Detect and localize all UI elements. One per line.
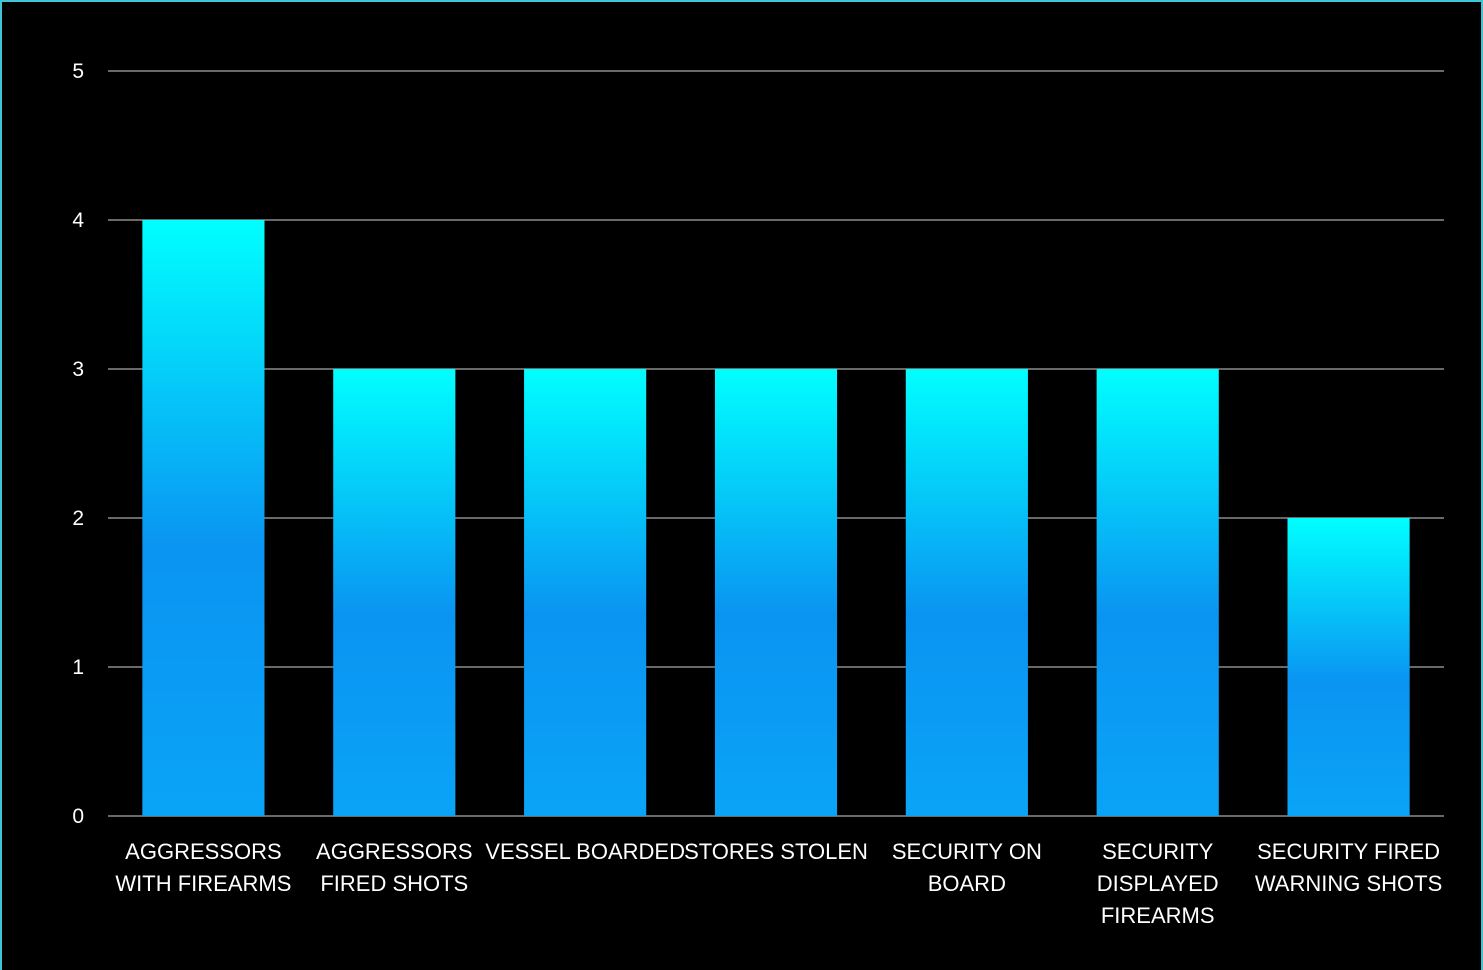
y-tick-label: 4 (72, 209, 84, 232)
bar (714, 369, 838, 816)
x-tick-label: AGGRESSORS WITH FIREARMS (115, 839, 291, 896)
y-tick-label: 1 (72, 656, 84, 679)
x-tick-label: STORES STOLEN (684, 839, 868, 864)
x-tick-label: VESSEL BOARDED (485, 839, 685, 864)
bar (905, 369, 1028, 816)
bar (1096, 369, 1219, 816)
y-tick-label: 5 (72, 60, 84, 83)
y-tick-label: 2 (72, 507, 84, 530)
bar (142, 220, 265, 816)
bar (333, 369, 456, 816)
y-tick-label: 0 (72, 805, 84, 828)
bar (1287, 518, 1410, 816)
x-tick-label: SECURITY ON BOARD (892, 839, 1042, 896)
y-axis-ticks: 0 1 2 3 4 5 (72, 60, 84, 828)
x-tick-label: AGGRESSORS FIRED SHOTS (316, 839, 472, 896)
y-tick-label: 3 (72, 358, 84, 381)
x-tick-label: SECURITY DISPLAYED FIREARMS (1097, 839, 1219, 928)
x-axis-labels: AGGRESSORS WITH FIREARMS AGGRESSORS FIRED S… (115, 839, 1442, 928)
bar (524, 369, 647, 816)
x-tick-label: SECURITY FIRED WARNING SHOTS (1255, 839, 1442, 896)
bars (142, 220, 1410, 816)
